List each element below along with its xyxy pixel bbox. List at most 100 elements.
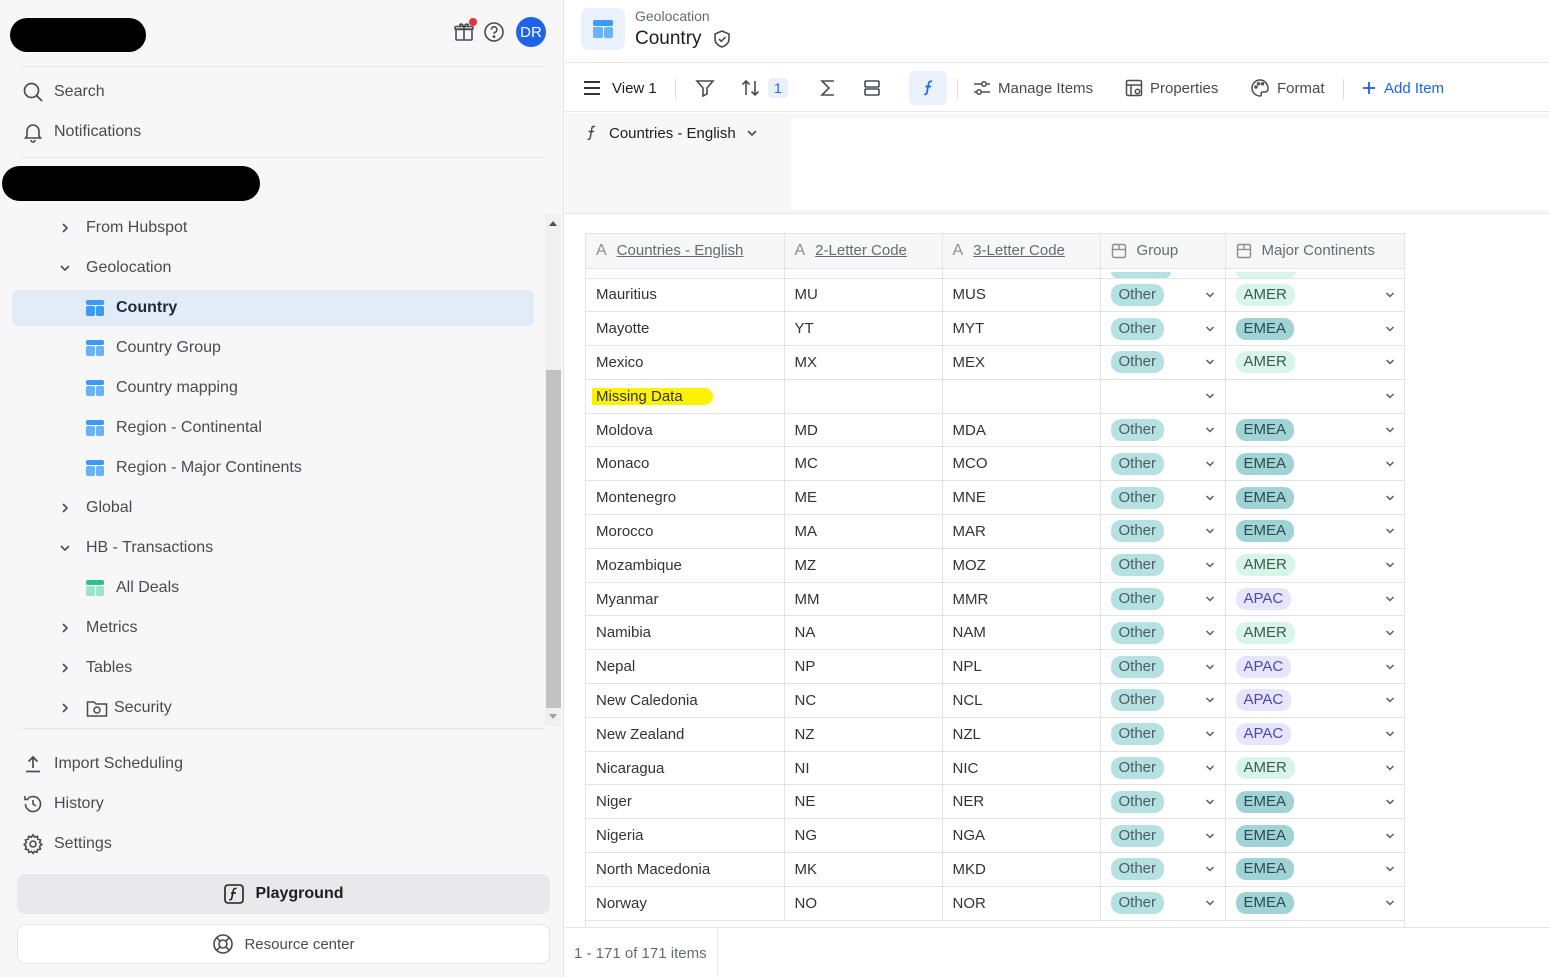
table-cell[interactable]: MNE	[942, 480, 1101, 516]
table-cell[interactable]: Morocco	[586, 514, 785, 549]
table-cell[interactable]: Montenegro	[586, 480, 785, 516]
table-cell[interactable]: MAR	[942, 514, 1101, 549]
table-cell[interactable]: MYT	[942, 311, 1101, 347]
resource-center-button[interactable]: Resource center	[17, 924, 550, 964]
shield-check-icon[interactable]	[712, 29, 732, 49]
table-cell[interactable]: MMR	[942, 582, 1101, 617]
table-cell[interactable]: Norway	[586, 886, 785, 921]
table-row[interactable]: North Macedonia MK MKD Other EMEA	[586, 852, 1404, 887]
tree-item-all-deals[interactable]: All Deals	[86, 570, 179, 606]
continent-select[interactable]: EMEA	[1235, 790, 1395, 813]
continent-select[interactable]: APAC	[1235, 655, 1395, 678]
continent-select[interactable]: EMEA	[1235, 486, 1395, 509]
table-cell[interactable]: Other	[1100, 784, 1226, 820]
table-cell[interactable]: NO	[784, 886, 943, 921]
table-row[interactable]: New Caledonia NC NCL Other APAC	[586, 683, 1404, 718]
table-cell[interactable]: AMER	[1225, 345, 1404, 380]
table-cell[interactable]: NER	[942, 784, 1101, 820]
table-cell[interactable]: MK	[784, 852, 943, 887]
table-cell[interactable]	[784, 379, 943, 414]
table-row[interactable]: Mauritius MU MUS Other AMER	[586, 278, 1404, 313]
view-selector[interactable]: View 1	[583, 71, 657, 105]
table-cell[interactable]: North Macedonia	[586, 852, 785, 887]
table-row[interactable]: Namibia NA NAM Other AMER	[586, 615, 1404, 651]
tree-folder-hb-transactions[interactable]: HB - Transactions	[56, 530, 213, 566]
group-select[interactable]: Other	[1110, 588, 1215, 611]
table-cell[interactable]: Niger	[586, 784, 785, 820]
tree-item-region-continental[interactable]: Region - Continental	[86, 410, 262, 446]
tree-folder-metrics[interactable]: Metrics	[56, 610, 138, 646]
table-cell[interactable]: NPL	[942, 649, 1101, 685]
table-cell[interactable]: MC	[784, 446, 943, 482]
table-cell[interactable]: MZ	[784, 548, 943, 583]
table-cell[interactable]: Other	[1100, 480, 1226, 516]
table-cell[interactable]: MDA	[942, 413, 1101, 448]
column-header-major-continents[interactable]: Major Continents	[1225, 234, 1404, 269]
table-row[interactable]: Mayotte YT MYT Other EMEA	[586, 311, 1404, 347]
table-cell[interactable]: Other	[1100, 683, 1226, 718]
group-select[interactable]: Other	[1110, 757, 1215, 780]
continent-select[interactable]: EMEA	[1235, 419, 1395, 442]
table-cell[interactable]	[1225, 379, 1404, 414]
continent-select[interactable]: EMEA	[1235, 892, 1395, 915]
group-select[interactable]: Other	[1110, 824, 1215, 847]
continent-select[interactable]: EMEA	[1235, 824, 1395, 847]
tree-folder-geolocation[interactable]: Geolocation	[56, 250, 171, 286]
group-select[interactable]: Other	[1110, 452, 1215, 475]
table-cell[interactable]: EMEA	[1225, 852, 1404, 887]
table-row[interactable]: Montenegro ME MNE Other EMEA	[586, 480, 1404, 516]
formula-editor[interactable]	[791, 118, 1549, 210]
tree-folder-from-hubspot[interactable]: From Hubspot	[56, 210, 187, 246]
continent-select[interactable]: APAC	[1235, 588, 1395, 611]
table-cell[interactable]: EMEA	[1225, 413, 1404, 448]
group-select[interactable]: Other	[1110, 892, 1215, 915]
table-cell[interactable]: NG	[784, 818, 943, 854]
table-cell[interactable]: NCL	[942, 683, 1101, 718]
table-cell[interactable]: AMER	[1225, 751, 1404, 786]
table-cell[interactable]: Other	[1100, 852, 1226, 887]
table-cell[interactable]: MEX	[942, 345, 1101, 380]
table-row[interactable]: Myanmar MM MMR Other APAC	[586, 582, 1404, 617]
table-cell[interactable]: EMEA	[1225, 480, 1404, 516]
group-select[interactable]: Other	[1110, 790, 1215, 813]
table-cell[interactable]: MA	[784, 514, 943, 549]
table-cell[interactable]: NE	[784, 784, 943, 820]
table-cell[interactable]: New Zealand	[586, 717, 785, 752]
table-cell[interactable]: APAC	[1225, 582, 1404, 617]
column-header-group[interactable]: Group	[1100, 234, 1226, 269]
table-cell[interactable]: NZL	[942, 717, 1101, 752]
table-cell[interactable]: Other	[1100, 649, 1226, 685]
table-cell[interactable]: MM	[784, 582, 943, 617]
group-select[interactable]: Other	[1110, 554, 1215, 577]
table-cell[interactable]: EMEA	[1225, 886, 1404, 921]
help-icon[interactable]	[482, 20, 506, 44]
table-cell[interactable]: Other	[1100, 278, 1226, 313]
table-row[interactable]: Morocco MA MAR Other EMEA	[586, 514, 1404, 549]
table-cell[interactable]: AMER	[1225, 615, 1404, 651]
table-cell[interactable]: Missing Data	[586, 379, 785, 414]
table-cell[interactable]	[1100, 379, 1226, 414]
breadcrumb[interactable]: Geolocation	[635, 8, 710, 24]
table-cell[interactable]: YT	[784, 311, 943, 347]
settings-button[interactable]: Settings	[22, 827, 112, 861]
continent-select[interactable]: APAC	[1235, 723, 1395, 746]
table-cell[interactable]: NC	[784, 683, 943, 718]
table-cell[interactable]: AMER	[1225, 278, 1404, 313]
table-cell[interactable]: AMER	[1225, 548, 1404, 583]
scroll-up-arrow[interactable]	[549, 221, 557, 226]
search-button[interactable]: Search	[22, 75, 105, 109]
continent-select[interactable]: EMEA	[1235, 317, 1395, 340]
table-cell[interactable]: Myanmar	[586, 582, 785, 617]
table-cell[interactable]: NGA	[942, 818, 1101, 854]
format-button[interactable]: Format	[1250, 71, 1325, 105]
table-row[interactable]: New Zealand NZ NZL Other APAC	[586, 717, 1404, 752]
table-cell[interactable]: APAC	[1225, 683, 1404, 718]
tree-item-country[interactable]: Country	[12, 290, 534, 326]
table-cell[interactable]: Other	[1100, 582, 1226, 617]
table-cell[interactable]: Other	[1100, 548, 1226, 583]
group-select[interactable]: Other	[1110, 621, 1215, 644]
manage-items-button[interactable]: Manage Items	[973, 71, 1093, 105]
table-cell[interactable]: Nicaragua	[586, 751, 785, 786]
table-cell[interactable]: Mauritius	[586, 278, 785, 313]
table-cell[interactable]: Monaco	[586, 446, 785, 482]
